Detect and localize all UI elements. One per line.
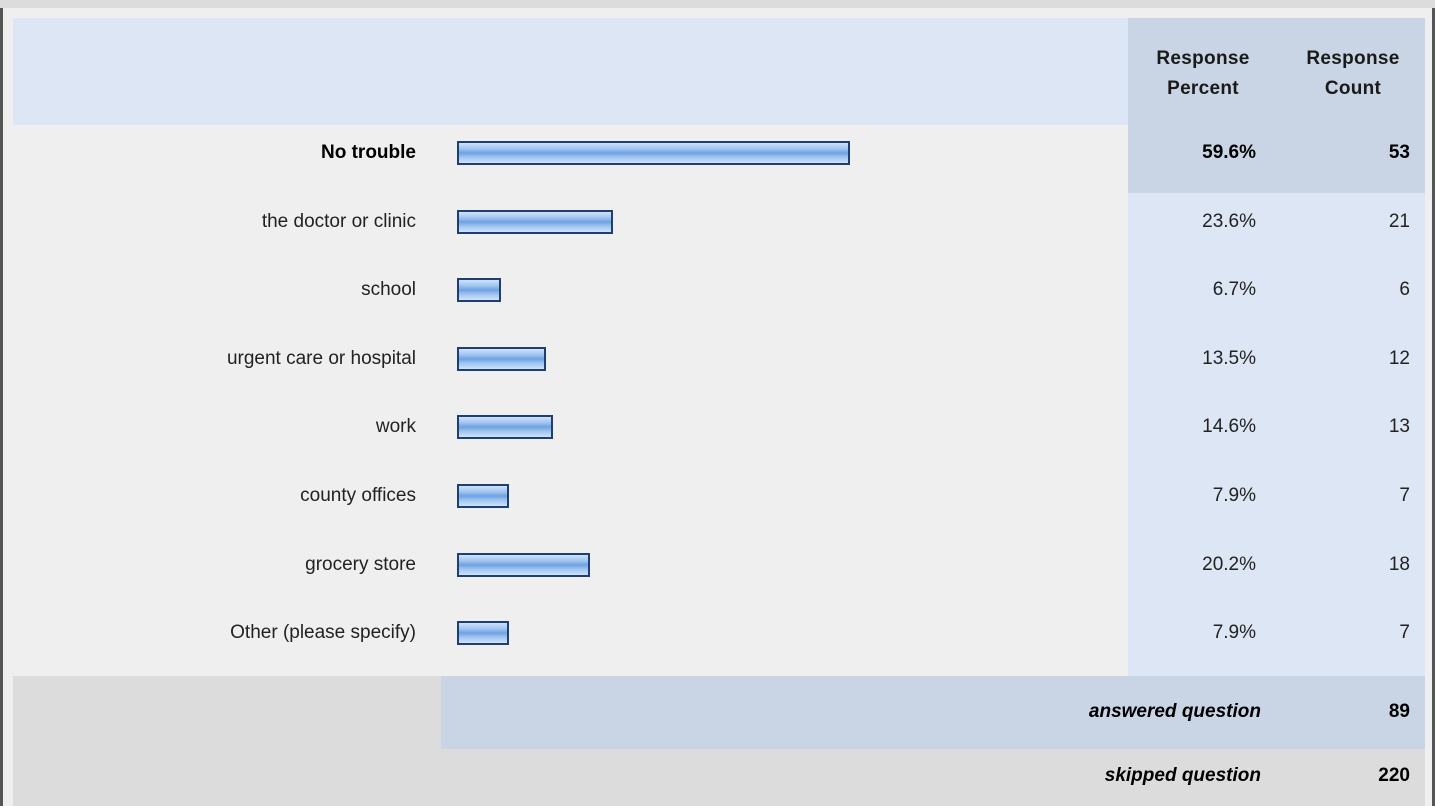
response-count-value: 18 — [1388, 553, 1410, 575]
response-percent-value: 14.6% — [1202, 416, 1256, 438]
response-bar — [457, 209, 613, 234]
response-percent-header: Response Percent — [1133, 44, 1273, 104]
category-label: No trouble — [321, 142, 416, 163]
response-count-value: 6 — [1399, 279, 1410, 301]
response-count-value: 12 — [1388, 347, 1410, 369]
answered-question-row — [441, 676, 1425, 749]
category-label: county offices — [300, 485, 416, 506]
response-percent-value: 20.2% — [1202, 553, 1256, 575]
response-percent-value: 7.9% — [1212, 622, 1256, 644]
response-percent-value: 59.6% — [1202, 142, 1256, 163]
response-count-value: 21 — [1388, 210, 1410, 232]
answered-question-label: answered question — [1088, 701, 1261, 722]
category-label: the doctor or clinic — [261, 210, 416, 232]
response-percent-value: 7.9% — [1212, 485, 1256, 506]
response-count-header-line2: Count — [1324, 78, 1382, 99]
response-percent-value: 23.6% — [1202, 210, 1256, 232]
response-count-value: 7 — [1399, 622, 1410, 644]
values-column-background — [1128, 125, 1425, 676]
category-label: school — [361, 279, 416, 301]
survey-results-panel: Response Percent Response Count No troub… — [0, 8, 1435, 806]
skipped-question-value: 220 — [1378, 765, 1410, 786]
response-bar — [457, 552, 590, 577]
response-bar — [457, 484, 509, 508]
category-label: grocery store — [305, 553, 416, 575]
response-count-value: 13 — [1388, 416, 1410, 438]
response-percent-header-line2: Percent — [1167, 78, 1239, 99]
response-bar — [457, 278, 501, 303]
response-bar — [457, 621, 509, 646]
category-label: Other (please specify) — [230, 622, 416, 644]
response-percent-value: 6.7% — [1212, 279, 1256, 301]
response-bar — [457, 346, 546, 371]
response-count-header-line1: Response — [1306, 48, 1400, 69]
answered-question-value: 89 — [1388, 701, 1410, 722]
category-label: urgent care or hospital — [226, 347, 416, 369]
response-percent-header-line1: Response — [1156, 48, 1250, 69]
skipped-question-label: skipped question — [1104, 765, 1261, 786]
header-blank-area — [13, 18, 1128, 125]
response-count-value: 7 — [1399, 485, 1410, 506]
response-count-value: 53 — [1388, 142, 1410, 163]
skipped-question-row — [13, 749, 1425, 806]
response-bar — [457, 141, 850, 165]
response-count-header: Response Count — [1283, 44, 1423, 104]
values-first-row-highlight — [1128, 125, 1425, 193]
header-columns — [1128, 18, 1425, 125]
footer-left-blank — [13, 676, 441, 749]
response-percent-value: 13.5% — [1202, 347, 1256, 369]
response-bar — [457, 415, 553, 440]
category-label: work — [375, 416, 416, 438]
